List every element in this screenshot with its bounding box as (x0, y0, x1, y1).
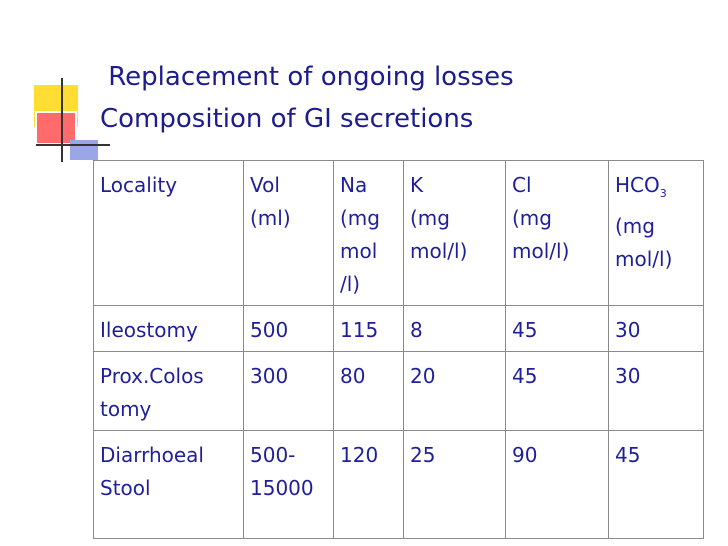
header-line: mol/l) (615, 247, 673, 271)
header-line: mol/l) (512, 239, 570, 263)
header-line: Vol (250, 173, 280, 197)
cell-line: 80 (340, 364, 366, 388)
header-line: (mg (615, 214, 655, 238)
cell: 25 (403, 430, 506, 539)
cell-line: Stool (100, 476, 151, 500)
cell-line: 500 (250, 318, 289, 342)
cell: 300 (243, 351, 334, 431)
cell: 30 (608, 351, 704, 431)
row: Ileostomy 500 115 8 45 30 (93, 305, 704, 352)
header-cell: Vol (ml) (243, 160, 334, 306)
header-line: Locality (100, 173, 178, 197)
cell-line: Ileostomy (100, 318, 198, 342)
row: Prox.Colos tomy 300 80 20 45 30 (93, 351, 704, 431)
header-line: Cl (512, 173, 532, 197)
cell: 120 (333, 430, 404, 539)
header-cell: Na (mg mol/l) (333, 160, 404, 306)
decoration (34, 78, 110, 162)
cell: Prox.Colos tomy (93, 351, 244, 431)
cell: 90 (505, 430, 609, 539)
cell-line: 45 (512, 364, 538, 388)
header-label: HCO3 (615, 169, 697, 210)
cell: Ileostomy (93, 305, 244, 352)
cell-line: 20 (410, 364, 436, 388)
cell: 45 (505, 305, 609, 352)
cell-line: 45 (512, 318, 538, 342)
cell: 20 (403, 351, 506, 431)
cell-line: Prox.Colos (100, 364, 204, 388)
cell: 8 (403, 305, 506, 352)
cell-line: 90 (512, 443, 538, 467)
header-cell: Locality (93, 160, 244, 306)
red-square (35, 111, 77, 145)
cell-line: 30 (615, 364, 641, 388)
cell-line: 500- (250, 443, 296, 467)
cell: 45 (608, 430, 704, 539)
header-line: (ml) (250, 206, 291, 230)
cell-line: 120 (340, 443, 379, 467)
cell-line: tomy (100, 397, 152, 421)
header-cell: Cl (mg mol/l) (505, 160, 609, 306)
title-line: Composition of GI secretions (100, 104, 474, 134)
row: Diarrhoeal Stool 500- 15000 120 25 90 45 (93, 430, 704, 539)
header-cell: K (mg mol/l) (403, 160, 506, 306)
header-line: (mg (410, 206, 450, 230)
cell-line: 15000 (250, 476, 314, 500)
cell: 500- 15000 (243, 430, 334, 539)
header-line: /l) (340, 272, 361, 296)
header-subscript: 3 (659, 187, 667, 200)
header-line: mol (340, 239, 378, 263)
cell: 30 (608, 305, 704, 352)
header-line: (mg (340, 206, 380, 230)
cell-line: 300 (250, 364, 289, 388)
blue-square (70, 140, 98, 160)
header-line: K (410, 173, 424, 197)
cell-line: 30 (615, 318, 641, 342)
title-line: Replacement of ongoing losses (100, 62, 514, 92)
cell: 115 (333, 305, 404, 352)
cell-line: 25 (410, 443, 436, 467)
cell-line: 8 (410, 318, 423, 342)
cell-line: 115 (340, 318, 379, 342)
cell: 80 (333, 351, 404, 431)
header-text: HCO (615, 173, 660, 197)
cell: Diarrhoeal Stool (93, 430, 244, 539)
header-line: (mg (512, 206, 552, 230)
cell: 500 (243, 305, 334, 352)
header-line: Na (340, 173, 368, 197)
cell: 45 (505, 351, 609, 431)
table: Locality Vol (ml) Na (mg mol/l) K (mg mol/l) Cl (m… (93, 160, 704, 539)
header-line: mol/l) (410, 239, 468, 263)
cell-line: Diarrhoeal (100, 443, 204, 467)
header-cell: HCO3 (mg mol/l) (608, 160, 704, 306)
cell-line: 45 (615, 443, 641, 467)
header-row: Locality Vol (ml) Na (mg mol/l) K (mg mol/l) Cl (m… (93, 160, 704, 306)
title: Replacement of ongoing losses Composition… (100, 56, 514, 140)
